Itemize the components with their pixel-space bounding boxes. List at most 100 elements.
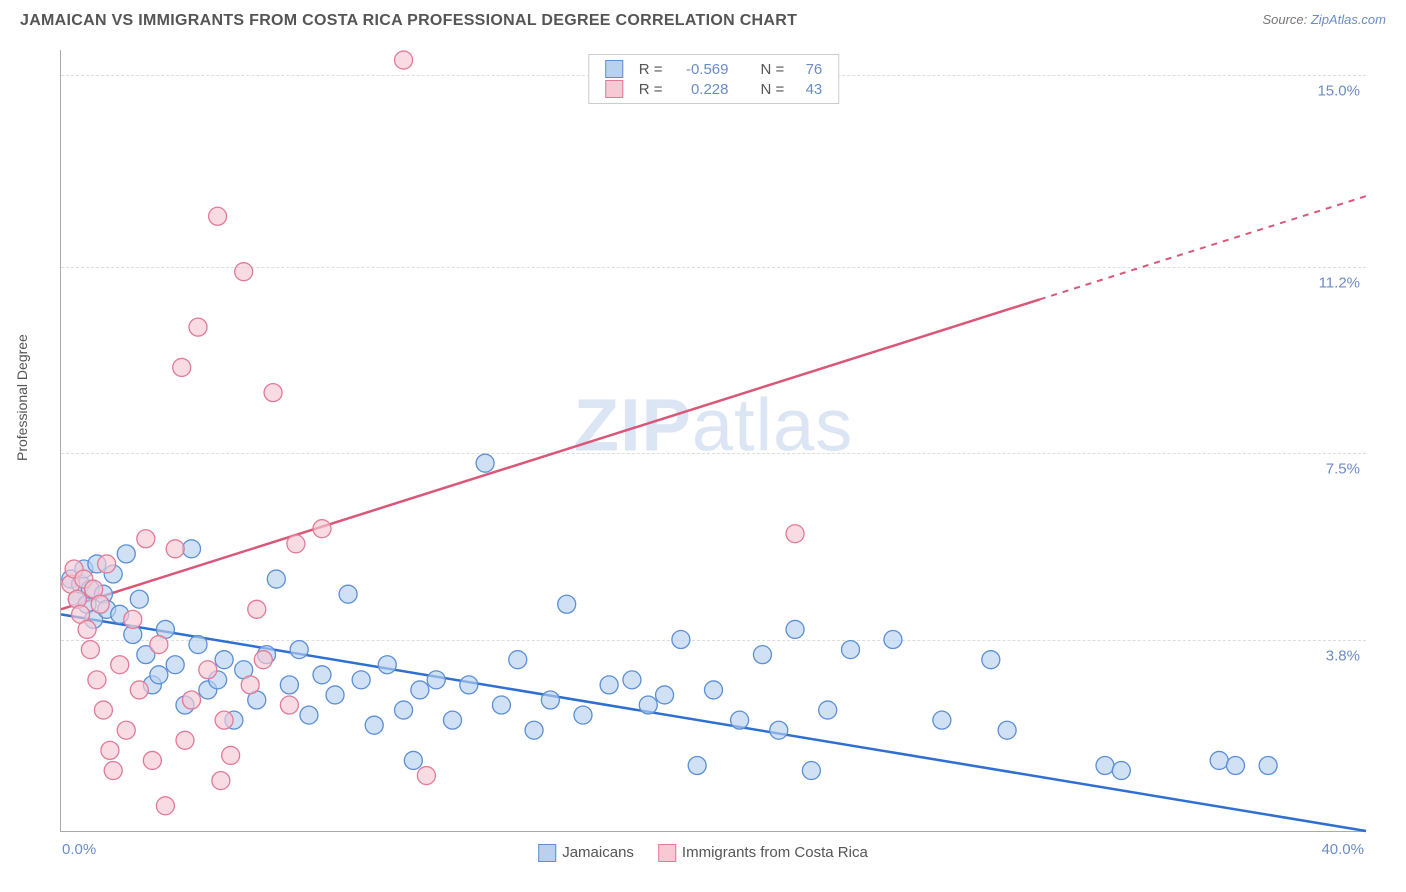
scatter-point (78, 620, 96, 638)
scatter-point (688, 756, 706, 774)
legend-item-jamaicans: Jamaicans (538, 844, 634, 862)
scatter-point (143, 751, 161, 769)
scatter-point (130, 681, 148, 699)
source-attribution: Source: ZipAtlas.com (1262, 12, 1386, 27)
scatter-point (802, 762, 820, 780)
legend-swatch-costarica (605, 80, 623, 98)
scatter-point (209, 207, 227, 225)
scatter-point (166, 540, 184, 558)
scatter-point (998, 721, 1016, 739)
scatter-point (101, 741, 119, 759)
scatter-point (672, 631, 690, 649)
scatter-point (300, 706, 318, 724)
source-link[interactable]: ZipAtlas.com (1311, 12, 1386, 27)
scatter-point (600, 676, 618, 694)
legend-swatch-jamaicans (605, 60, 623, 78)
scatter-point (705, 681, 723, 699)
scatter-point (290, 641, 308, 659)
correlation-legend: R = -0.569 N = 76 R = 0.228 N = 43 (588, 54, 840, 104)
legend-row-costarica: R = 0.228 N = 43 (605, 79, 823, 99)
scatter-point (117, 545, 135, 563)
n-value-jamaicans: 76 (794, 61, 822, 78)
scatter-point (137, 530, 155, 548)
scatter-point (639, 696, 657, 714)
scatter-point (753, 646, 771, 664)
source-prefix: Source: (1262, 12, 1310, 27)
series-legend: Jamaicans Immigrants from Costa Rica (538, 844, 868, 862)
scatter-point (982, 651, 1000, 669)
scatter-point (444, 711, 462, 729)
chart-container: Professional Degree ZIPatlas R = -0.569 … (20, 50, 1386, 872)
scatter-point (395, 51, 413, 69)
scatter-point (509, 651, 527, 669)
scatter-point (166, 656, 184, 674)
scatter-point (558, 595, 576, 613)
r-label: R = (639, 61, 663, 78)
scatter-point (183, 691, 201, 709)
scatter-point (104, 762, 122, 780)
x-tick-min: 0.0% (62, 841, 96, 858)
scatter-point (427, 671, 445, 689)
scatter-point (731, 711, 749, 729)
scatter-point (492, 696, 510, 714)
scatter-point (770, 721, 788, 739)
y-axis-label: Professional Degree (14, 334, 30, 461)
scatter-point (156, 797, 174, 815)
scatter-point (173, 358, 191, 376)
legend-swatch-icon (538, 844, 556, 862)
scatter-point (1259, 756, 1277, 774)
scatter-point (81, 641, 99, 659)
r-value-jamaicans: -0.569 (673, 61, 729, 78)
r-label: R = (639, 81, 663, 98)
scatter-point (150, 666, 168, 684)
scatter-point (222, 746, 240, 764)
scatter-point (313, 520, 331, 538)
scatter-point (417, 767, 435, 785)
legend-row-jamaicans: R = -0.569 N = 76 (605, 59, 823, 79)
scatter-point (215, 711, 233, 729)
scatter-point (460, 676, 478, 694)
legend-swatch-icon (658, 844, 676, 862)
scatter-point (267, 570, 285, 588)
scatter-point (94, 701, 112, 719)
plot-area: ZIPatlas R = -0.569 N = 76 R = 0.228 N =… (60, 50, 1366, 832)
scatter-point (235, 263, 253, 281)
scatter-point (88, 671, 106, 689)
legend-label-jamaicans: Jamaicans (562, 844, 634, 861)
x-tick-max: 40.0% (1321, 841, 1364, 858)
n-label: N = (761, 61, 785, 78)
scatter-point (241, 676, 259, 694)
scatter-point (842, 641, 860, 659)
scatter-point (933, 711, 951, 729)
scatter-point (1227, 756, 1245, 774)
chart-header: JAMAICAN VS IMMIGRANTS FROM COSTA RICA P… (0, 0, 1406, 38)
scatter-point (411, 681, 429, 699)
scatter-point (111, 656, 129, 674)
scatter-point (264, 384, 282, 402)
scatter-point (476, 454, 494, 472)
scatter-point (254, 651, 272, 669)
scatter-point (280, 676, 298, 694)
scatter-point (215, 651, 233, 669)
scatter-point (91, 595, 109, 613)
scatter-point (819, 701, 837, 719)
scatter-point (574, 706, 592, 724)
scatter-point (884, 631, 902, 649)
scatter-point (525, 721, 543, 739)
scatter-point (352, 671, 370, 689)
scatter-point (1210, 751, 1228, 769)
scatter-point (280, 696, 298, 714)
scatter-point (786, 620, 804, 638)
scatter-point (248, 600, 266, 618)
scatter-point (287, 535, 305, 553)
scatter-point (124, 610, 142, 628)
scatter-point (1096, 756, 1114, 774)
scatter-point (189, 318, 207, 336)
chart-title: JAMAICAN VS IMMIGRANTS FROM COSTA RICA P… (20, 12, 797, 30)
scatter-point (339, 585, 357, 603)
scatter-point (98, 555, 116, 573)
scatter-points (61, 50, 1366, 831)
scatter-point (378, 656, 396, 674)
scatter-point (117, 721, 135, 739)
scatter-point (395, 701, 413, 719)
